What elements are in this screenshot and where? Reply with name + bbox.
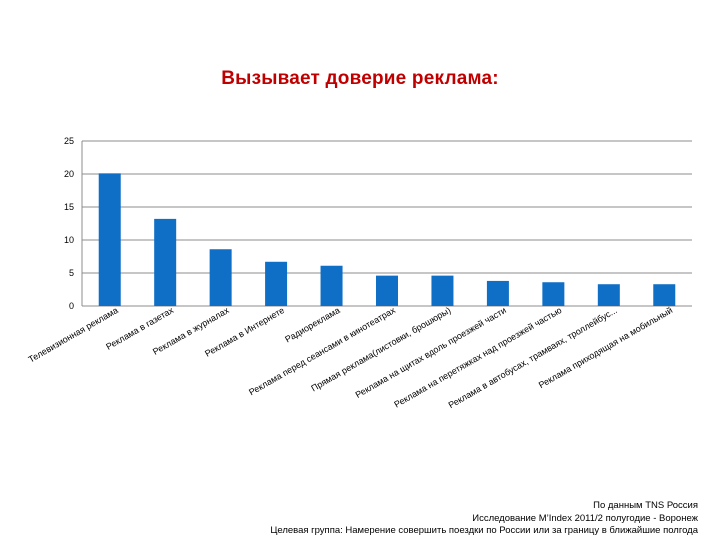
source-line-1: По данным TNS Россия (593, 500, 698, 511)
y-tick-label-0: 0 (69, 301, 74, 311)
category-label-1: Телевизионная реклама (27, 305, 120, 365)
bar-11 (653, 284, 676, 306)
y-tick-label-10: 10 (64, 235, 74, 245)
bar-4 (265, 261, 288, 306)
bar-1 (98, 173, 121, 306)
y-tick-label-25: 25 (64, 136, 74, 146)
y-tick-label-20: 20 (64, 169, 74, 179)
source-line-2: Исследование M’Index 2011/2 полугодие - … (472, 512, 698, 524)
bar-8 (486, 280, 509, 306)
y-tick-label-15: 15 (64, 202, 74, 212)
source-line-3: Целевая группа: Намерение совершить поез… (270, 525, 698, 536)
bar-7 (431, 275, 454, 306)
bar-2 (154, 218, 177, 306)
bar-9 (542, 282, 565, 306)
source-note: По данным TNS Россия Исследование M’Inde… (270, 500, 698, 538)
bar-3 (209, 249, 232, 306)
y-tick-label-5: 5 (69, 268, 74, 278)
bar-6 (376, 275, 398, 306)
bar-10 (597, 284, 620, 306)
bar-5 (320, 265, 343, 306)
chart-title: Вызывает доверие реклама: (221, 68, 499, 89)
